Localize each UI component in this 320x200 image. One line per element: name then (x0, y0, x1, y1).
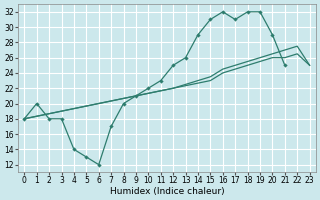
X-axis label: Humidex (Indice chaleur): Humidex (Indice chaleur) (110, 187, 224, 196)
